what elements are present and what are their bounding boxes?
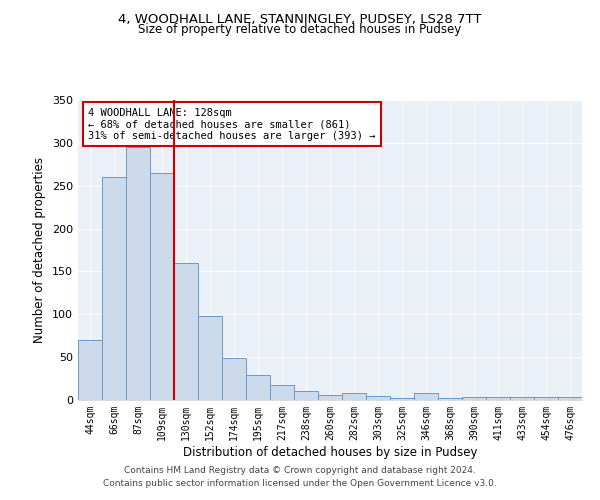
Bar bbox=[294, 392, 318, 400]
Bar bbox=[414, 393, 438, 400]
Bar bbox=[222, 358, 246, 400]
Bar bbox=[174, 263, 198, 400]
Bar bbox=[558, 396, 582, 400]
Bar bbox=[438, 398, 462, 400]
Bar bbox=[78, 340, 102, 400]
X-axis label: Distribution of detached houses by size in Pudsey: Distribution of detached houses by size … bbox=[183, 446, 477, 458]
Bar bbox=[270, 384, 294, 400]
Bar bbox=[510, 398, 534, 400]
Bar bbox=[126, 147, 150, 400]
Bar bbox=[486, 398, 510, 400]
Bar bbox=[318, 395, 342, 400]
Text: 4 WOODHALL LANE: 128sqm
← 68% of detached houses are smaller (861)
31% of semi-d: 4 WOODHALL LANE: 128sqm ← 68% of detache… bbox=[88, 108, 376, 140]
Bar bbox=[342, 393, 366, 400]
Bar bbox=[462, 398, 486, 400]
Bar bbox=[366, 396, 390, 400]
Bar bbox=[150, 173, 174, 400]
Bar bbox=[534, 398, 558, 400]
Text: Contains HM Land Registry data © Crown copyright and database right 2024.
Contai: Contains HM Land Registry data © Crown c… bbox=[103, 466, 497, 487]
Text: Size of property relative to detached houses in Pudsey: Size of property relative to detached ho… bbox=[139, 22, 461, 36]
Bar bbox=[390, 398, 414, 400]
Bar bbox=[102, 177, 126, 400]
Bar bbox=[198, 316, 222, 400]
Bar bbox=[246, 375, 270, 400]
Y-axis label: Number of detached properties: Number of detached properties bbox=[34, 157, 46, 343]
Text: 4, WOODHALL LANE, STANNINGLEY, PUDSEY, LS28 7TT: 4, WOODHALL LANE, STANNINGLEY, PUDSEY, L… bbox=[118, 12, 482, 26]
